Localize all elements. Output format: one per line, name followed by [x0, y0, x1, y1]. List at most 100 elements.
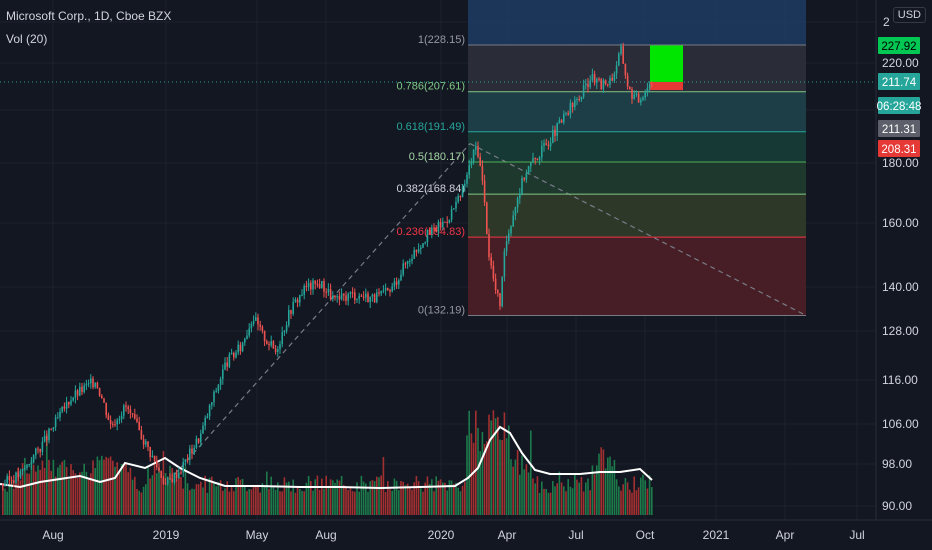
candle-body	[609, 77, 611, 85]
candle-body	[178, 472, 180, 479]
candle-body	[35, 448, 37, 456]
candle-body	[294, 299, 297, 302]
volume-bar	[510, 459, 512, 515]
volume-bar	[173, 476, 176, 515]
candle-body	[651, 84, 653, 86]
candle-body	[587, 83, 589, 88]
candle-body	[164, 483, 167, 485]
candle-body	[57, 417, 59, 419]
volume-bar	[569, 486, 572, 515]
volume-bar	[450, 480, 453, 515]
candle-body	[52, 427, 55, 430]
volume-bar	[43, 467, 46, 515]
candle-body	[373, 294, 376, 303]
candle-body	[142, 439, 145, 445]
candle-body	[343, 293, 345, 296]
volume-bar	[431, 479, 433, 515]
volume-bar	[448, 480, 451, 515]
volume-bar	[464, 481, 466, 515]
time-axis: Aug 2019 May Aug 2020 Apr Jul Oct 2021 Apr Jul	[0, 519, 932, 550]
price-badge-label: 208.31	[881, 144, 916, 156]
volume-bar	[428, 483, 431, 515]
volume-bar	[365, 483, 367, 515]
volume-bar	[488, 414, 490, 515]
y-tick-label: 180.00	[882, 156, 919, 170]
volume-bar	[435, 476, 437, 515]
candle-body	[389, 289, 391, 292]
currency-button[interactable]: USD	[892, 7, 926, 23]
candle-body	[129, 409, 132, 414]
candle-body	[277, 349, 279, 352]
volume-bar	[164, 472, 167, 515]
volume-bars	[2, 410, 653, 515]
candle-body	[459, 196, 462, 198]
volume-bar	[439, 479, 442, 515]
volume-bar	[642, 474, 644, 515]
volume-bar	[481, 431, 484, 515]
candle-body	[252, 320, 255, 324]
candle-body	[74, 390, 77, 398]
candle-body	[226, 362, 228, 367]
candle-body	[171, 479, 173, 483]
volume-bar	[37, 465, 39, 515]
volume-bar	[307, 475, 310, 515]
volume-bar	[468, 410, 470, 515]
candle-body	[490, 257, 492, 266]
volume-bar	[281, 491, 283, 515]
volume-bar	[316, 475, 319, 515]
volume-bar	[195, 484, 198, 515]
candle-body	[39, 448, 41, 452]
volume-bar	[17, 467, 19, 515]
volume-bar	[10, 481, 13, 515]
candle-body	[532, 158, 534, 163]
candle-body	[85, 384, 88, 386]
candle-body	[167, 478, 169, 484]
volume-bar	[389, 489, 391, 515]
volume-bar	[391, 490, 393, 515]
volume-bar	[563, 486, 565, 515]
candle-body	[257, 317, 259, 325]
candle-body	[215, 391, 217, 393]
candle-body	[602, 80, 605, 90]
volume-bar	[200, 481, 202, 515]
candle-body	[134, 414, 136, 419]
volume-bar	[420, 488, 422, 515]
x-tick-label: Jul	[849, 528, 864, 542]
candle-body	[10, 480, 13, 482]
volume-bar	[81, 471, 83, 515]
volume-bar	[508, 425, 510, 515]
candle-body	[481, 165, 484, 181]
candle-body	[318, 284, 321, 288]
volume-bar	[259, 492, 261, 515]
volume-bar	[400, 480, 402, 515]
volume-bar	[602, 449, 605, 515]
candle-body	[114, 424, 116, 426]
candle-body	[101, 395, 103, 399]
candle-body	[461, 186, 464, 198]
volume-bar	[615, 479, 618, 515]
volume-bar	[536, 476, 539, 515]
candle-body	[347, 293, 349, 301]
volume-bar	[175, 479, 178, 515]
candle-body	[569, 102, 572, 115]
volume-bar	[413, 482, 415, 515]
candle-body	[305, 286, 308, 288]
candle-body	[589, 80, 591, 88]
volume-bar	[532, 478, 534, 515]
volume-bar	[514, 459, 517, 515]
candle-body	[261, 326, 264, 331]
volume-bar	[549, 492, 552, 515]
price-badge	[878, 97, 920, 114]
volume-bar	[219, 480, 222, 515]
candle-body	[237, 344, 239, 353]
candle-body	[354, 292, 356, 300]
candle-body	[283, 331, 286, 333]
volume-bar	[30, 459, 33, 515]
candle-body	[248, 328, 250, 336]
candle-body	[4, 483, 6, 486]
volume-bar	[497, 416, 499, 515]
volume-bar	[112, 460, 114, 515]
candle-body	[63, 406, 66, 409]
